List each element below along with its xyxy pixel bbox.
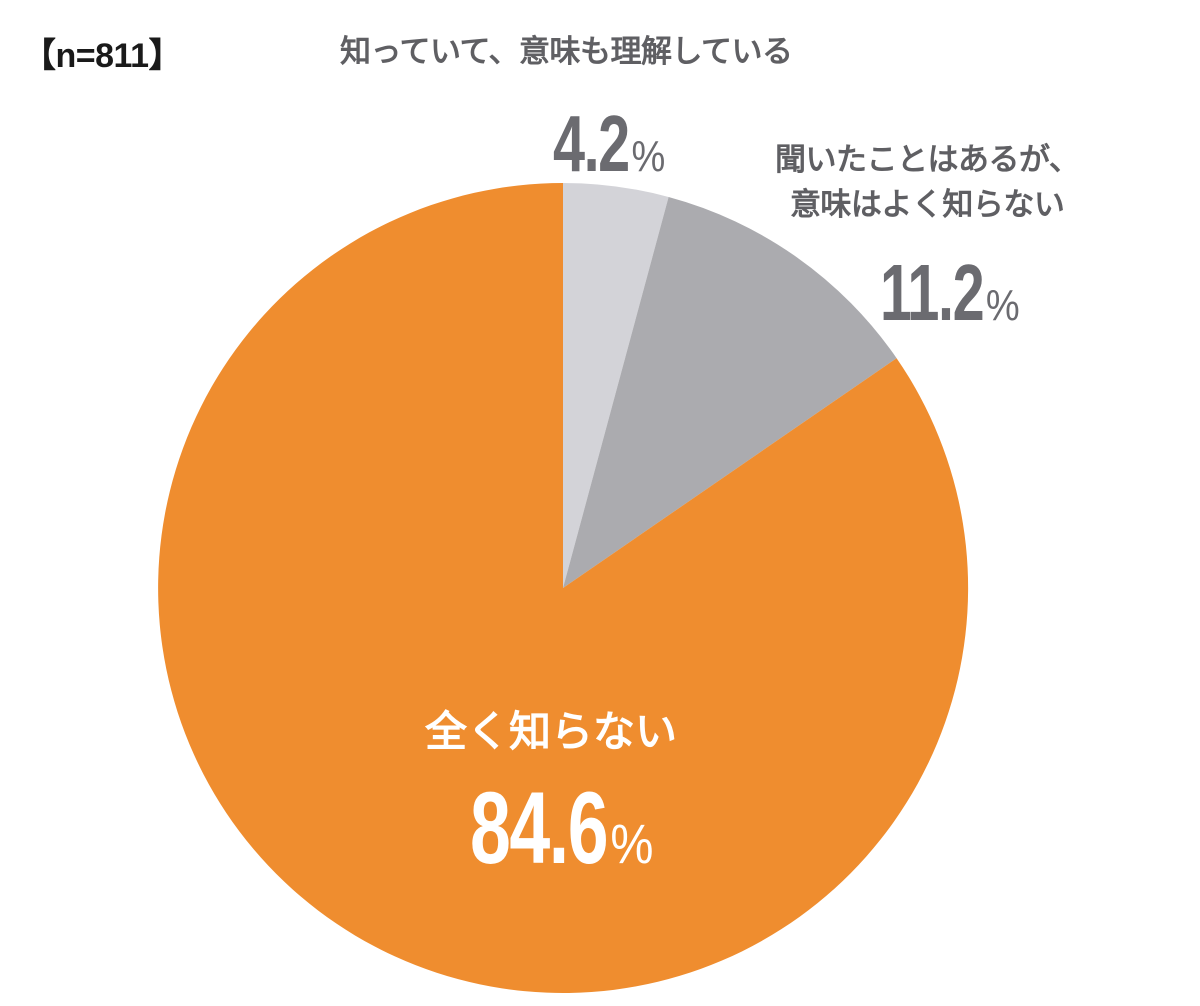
label-understand: 知っていて、意味も理解している [340,34,793,70]
value-understand: 4.2% [553,98,665,190]
percent-unit: % [986,281,1020,330]
percent-unit: % [631,132,666,181]
label-heard-only: 聞いたことはあるが、 意味はよく知らない [775,138,1080,228]
value-number: 11.2 [880,248,985,337]
value-heard-only: 11.2% [880,247,1020,339]
percent-unit: % [610,812,654,875]
slice-heard-only [563,197,897,588]
label-line-1: 聞いたことはあるが、 [775,142,1080,178]
sample-size-label: 【n=811】 [22,37,182,75]
label-line-2: 意味はよく知らない [789,187,1065,223]
value-number: 4.2 [553,99,630,188]
slice-understand [563,183,669,588]
label-not-known: 全く知らない [425,707,678,756]
slice-not-known [158,183,969,993]
value-number: 84.6 [470,771,609,885]
value-not-known: 84.6% [470,770,653,887]
